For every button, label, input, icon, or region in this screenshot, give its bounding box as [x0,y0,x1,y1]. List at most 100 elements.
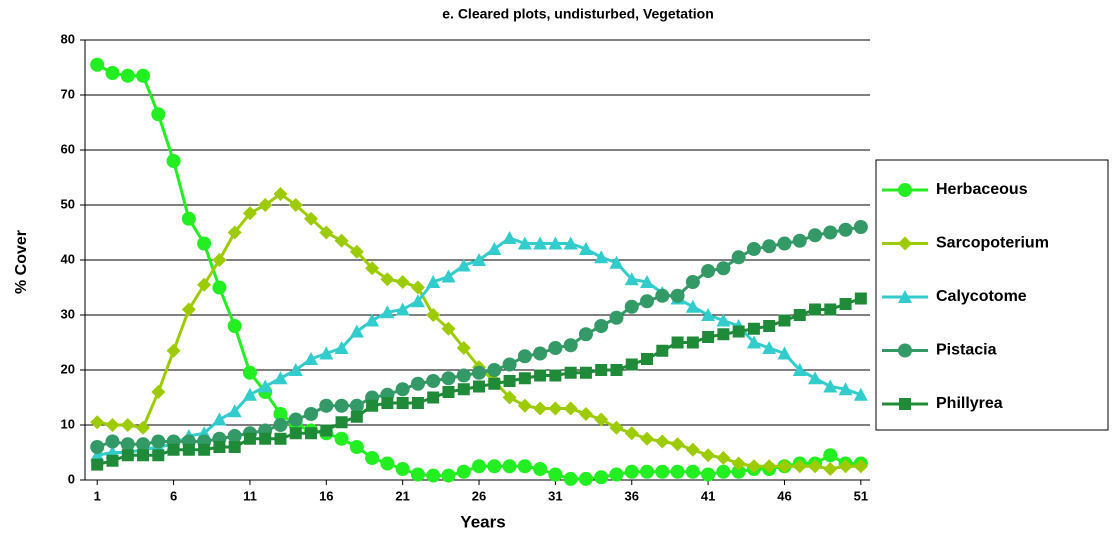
point [517,459,532,474]
point [182,443,195,456]
x-tick-label: 41 [701,488,715,503]
legend-label: Calycotome [936,288,1027,305]
point [717,328,730,341]
point [366,399,379,412]
point [671,336,684,349]
point [137,449,150,462]
point [152,449,165,462]
legend-marker [898,236,912,251]
point [410,376,425,391]
point [304,407,319,421]
point [487,363,502,377]
point [823,462,838,476]
point [410,280,425,295]
legend-marker [898,183,912,197]
point [242,365,257,380]
point [624,299,639,314]
point [670,437,685,452]
point [426,275,441,288]
point [288,412,303,427]
point [656,344,669,357]
y-tick-label: 70 [61,86,75,101]
point [121,449,134,462]
point [609,255,624,269]
x-tick-label: 31 [548,488,562,503]
point [762,239,777,254]
point [793,309,806,321]
point [640,275,655,288]
point [380,456,395,471]
point [823,379,838,393]
point [334,398,349,413]
point [380,272,395,287]
point [411,397,424,409]
point [502,390,517,405]
y-tick-label: 30 [61,306,75,321]
point [304,211,319,226]
y-axis-label: % Cover [13,230,30,294]
point [335,416,348,429]
point [395,275,410,289]
point [197,236,212,251]
point [242,387,257,401]
point [503,375,516,387]
point [549,369,562,382]
point [259,432,272,445]
point [809,303,822,316]
point [441,468,456,483]
point [594,470,609,485]
point [563,401,578,416]
legend-marker [898,290,912,303]
point [548,467,563,482]
point [747,322,760,335]
point [90,440,105,454]
point [472,459,487,474]
point [762,459,777,474]
point [181,302,196,317]
point [853,387,868,401]
legend-label: Phillyrea [936,395,1003,412]
point [349,398,364,413]
point [777,236,792,251]
point [273,187,288,201]
point [731,456,746,471]
point [441,321,456,336]
point [716,464,731,479]
point [517,236,532,250]
point [716,313,731,327]
point [640,464,655,479]
point [120,437,135,452]
point [319,346,334,360]
point [381,397,394,409]
point [349,324,364,338]
point [288,363,303,376]
point [838,382,853,396]
point [641,353,654,365]
point [563,338,578,353]
legend-label: Pistacia [936,342,997,359]
legend-marker [898,343,912,358]
point [808,459,823,474]
point [90,448,105,462]
point [685,275,700,289]
x-tick-label: 46 [777,488,791,503]
x-tick-label: 21 [395,488,409,503]
point [227,404,242,418]
point [350,410,363,423]
point [228,441,241,453]
point [594,412,609,427]
point [426,374,441,388]
point [320,424,333,437]
point [578,242,593,255]
point [212,280,227,295]
point [227,319,242,333]
point [90,57,105,72]
point [304,352,319,365]
point [716,261,731,276]
y-tick-label: 80 [61,31,75,46]
point [792,363,807,376]
y-tick-label: 60 [61,141,75,156]
point [120,418,135,432]
point [594,319,609,333]
